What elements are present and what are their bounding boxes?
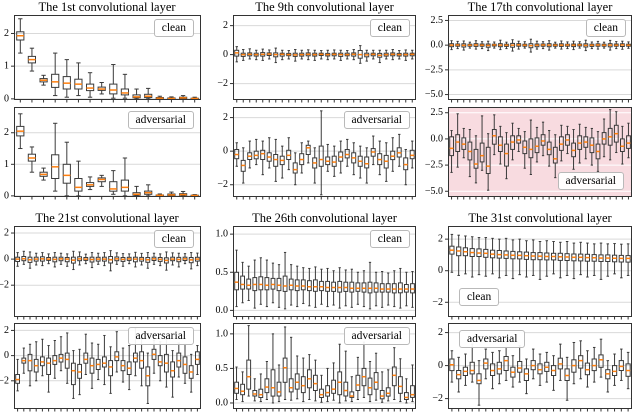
panel-title-layer-31: The 31st convolutional layer bbox=[468, 211, 612, 225]
panel-layer-9: The 9th convolutional layer −2 0 2 clean −… bbox=[202, 0, 418, 207]
svg-text:2: 2 bbox=[223, 112, 228, 123]
svg-text:1: 1 bbox=[4, 159, 9, 170]
adversarial-label: adversarial bbox=[127, 327, 194, 345]
svg-text:0.5: 0.5 bbox=[216, 363, 229, 374]
svg-text:0: 0 bbox=[4, 350, 9, 361]
svg-text:1.0: 1.0 bbox=[216, 229, 229, 240]
subplot-layer21-adversarial: −2 0 2 adversarial bbox=[0, 323, 202, 413]
panel-title-layer-17: The 17th convolutional layer bbox=[467, 0, 613, 14]
svg-text:0.0: 0.0 bbox=[431, 133, 444, 144]
svg-text:0: 0 bbox=[438, 265, 443, 276]
svg-text:−5.0: −5.0 bbox=[425, 89, 443, 100]
adversarial-label: adversarial bbox=[127, 111, 194, 129]
svg-text:2: 2 bbox=[438, 327, 443, 338]
boxplot-canvas: −2 0 2 bbox=[0, 323, 201, 412]
svg-text:2: 2 bbox=[4, 228, 9, 239]
svg-text:−2: −2 bbox=[0, 375, 9, 386]
boxplot-canvas: 0 1 2 bbox=[4, 15, 201, 104]
panel-layer-21: The 21st convolutional layer −2 0 2 clean … bbox=[0, 207, 202, 414]
panel-layer-31: The 31st convolutional layer −2 0 2 clean … bbox=[418, 207, 634, 414]
svg-text:2: 2 bbox=[438, 234, 443, 245]
svg-text:0.5: 0.5 bbox=[216, 267, 229, 278]
svg-text:0: 0 bbox=[223, 146, 228, 157]
adversarial-label: adversarial bbox=[459, 330, 526, 348]
adversarial-label: adversarial bbox=[557, 172, 624, 190]
subplot-layer31-clean: −2 0 2 clean bbox=[418, 226, 634, 321]
svg-text:2: 2 bbox=[223, 20, 228, 31]
subplot-layer26-clean: 0.0 0.5 1.0 clean bbox=[202, 226, 418, 321]
svg-text:−2: −2 bbox=[217, 179, 228, 190]
subplot-layer17-adversarial-highlighted: −5.0 −2.5 0.0 2.5 adversarial bbox=[418, 107, 634, 201]
panel-title-layer-26: The 26th convolutional layer bbox=[252, 211, 397, 225]
svg-text:0: 0 bbox=[4, 190, 9, 201]
panel-layer-1: The 1st convolutional layer 0 1 2 clean 0 1… bbox=[0, 0, 202, 207]
boxplot-canvas: 0.0 0.5 1.0 bbox=[216, 323, 416, 412]
subplot-layer26-adversarial: 0.0 0.5 1.0 adversarial bbox=[202, 323, 418, 413]
boxplot-canvas: 0.0 0.5 1.0 bbox=[216, 226, 416, 320]
svg-text:2: 2 bbox=[4, 325, 9, 336]
svg-text:1.0: 1.0 bbox=[216, 328, 229, 339]
boxplot-canvas: 0 1 2 bbox=[4, 107, 201, 201]
adversarial-label: adversarial bbox=[343, 111, 410, 129]
clean-label: clean bbox=[369, 230, 410, 248]
clean-label: clean bbox=[153, 230, 194, 248]
svg-text:2.5: 2.5 bbox=[431, 107, 444, 118]
panel-layer-17: The 17th convolutional layer −5.0 −2.5 0.0… bbox=[418, 0, 634, 207]
subplot-layer1-clean: 0 1 2 clean bbox=[0, 15, 202, 104]
svg-text:−2.5: −2.5 bbox=[425, 160, 443, 171]
svg-text:−2.5: −2.5 bbox=[425, 64, 443, 75]
svg-text:1: 1 bbox=[4, 61, 9, 72]
clean-label: clean bbox=[369, 19, 410, 37]
subplot-layer17-clean: −5.0 −2.5 0.0 2.5 clean bbox=[418, 15, 634, 104]
svg-text:−2: −2 bbox=[432, 393, 443, 404]
subplot-layer21-clean: −2 0 2 clean bbox=[0, 226, 202, 321]
subplot-layer9-adversarial: −2 0 2 adversarial bbox=[202, 107, 418, 201]
panel-title-layer-21: The 21st convolutional layer bbox=[35, 211, 179, 225]
subplot-layer1-adversarial: 0 1 2 adversarial bbox=[0, 107, 202, 201]
svg-text:0: 0 bbox=[4, 254, 9, 265]
svg-text:0: 0 bbox=[438, 360, 443, 371]
adversarial-label: adversarial bbox=[343, 327, 410, 345]
clean-label: clean bbox=[459, 288, 500, 306]
clean-label: clean bbox=[585, 19, 626, 37]
svg-text:2: 2 bbox=[4, 28, 9, 39]
panel-layer-26: The 26th convolutional layer 0.0 0.5 1.0 c… bbox=[202, 207, 418, 414]
boxplot-canvas: −2 0 2 bbox=[432, 323, 632, 412]
svg-text:2: 2 bbox=[4, 127, 9, 138]
svg-text:−5.0: −5.0 bbox=[425, 186, 443, 197]
svg-text:−2: −2 bbox=[432, 297, 443, 308]
clean-label: clean bbox=[153, 19, 194, 37]
svg-text:0.0: 0.0 bbox=[216, 397, 229, 408]
svg-text:2.5: 2.5 bbox=[431, 15, 444, 26]
svg-text:−2: −2 bbox=[0, 280, 9, 291]
subplot-layer31-adversarial: −2 0 2 adversarial bbox=[418, 323, 634, 413]
boxplot-canvas: −2 0 2 bbox=[0, 226, 201, 320]
svg-text:0: 0 bbox=[4, 93, 9, 104]
panel-title-layer-9: The 9th convolutional layer bbox=[255, 0, 394, 14]
svg-text:0.0: 0.0 bbox=[431, 40, 444, 51]
svg-text:0.0: 0.0 bbox=[216, 305, 229, 316]
panel-title-layer-1: The 1st convolutional layer bbox=[38, 0, 176, 14]
subplot-layer9-clean: −2 0 2 clean bbox=[202, 15, 418, 104]
svg-text:0: 0 bbox=[223, 49, 228, 60]
boxplot-canvas: −2 0 2 bbox=[432, 226, 632, 320]
svg-text:−2: −2 bbox=[217, 78, 228, 89]
